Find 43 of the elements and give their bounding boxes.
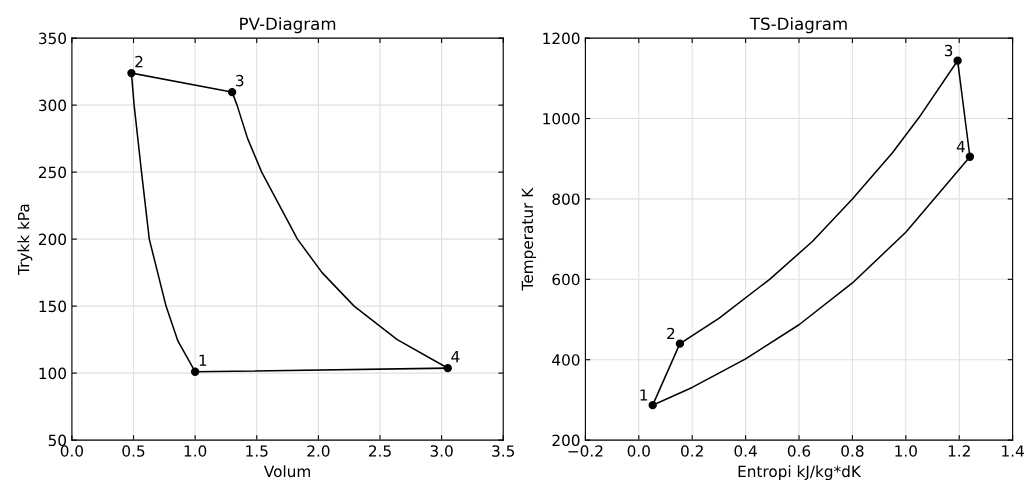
x-tick-label: 2.5 [368, 445, 391, 457]
y-tick-label: 150 [39, 300, 67, 313]
x-tick-label: 0.2 [681, 445, 703, 457]
x-tick-label: 1.2 [948, 445, 970, 457]
y-tick-label: 600 [552, 273, 580, 286]
x-tick-label: 0.5 [122, 445, 145, 457]
y-tick-label: 1200 [543, 32, 580, 45]
annotation: 3 [944, 44, 953, 57]
chart-title: PV-Diagram [240, 17, 336, 34]
annotation: 1 [640, 389, 648, 401]
y-tick-label: 200 [38, 233, 67, 246]
annotation: 4 [451, 351, 460, 363]
x-tick-label: 1.0 [895, 445, 917, 457]
x-tick-label: 0.0 [60, 445, 84, 457]
annotation: 2 [667, 327, 675, 340]
annotation: 3 [236, 74, 244, 87]
x-axis-title: Volum [263, 465, 310, 478]
y-axis-title: Temperatur K [521, 187, 537, 291]
y-tick-label: 400 [552, 354, 580, 366]
y-tick-label: 200 [552, 434, 580, 447]
y-tick-label: 300 [39, 99, 67, 112]
y-tick-label: 350 [39, 32, 67, 45]
x-tick-label: 0.0 [627, 445, 650, 457]
x-tick-label: 0.8 [841, 445, 864, 457]
x-tick-label: 0.6 [787, 445, 811, 457]
y-tick-label: 800 [552, 193, 580, 205]
x-tick-label: 3.5 [492, 445, 515, 457]
y-tick-label: 250 [38, 166, 67, 179]
annotation: 2 [135, 55, 143, 68]
x-tick-label: −0.2 [568, 445, 603, 457]
y-axis-title: Trykk kPa [17, 204, 33, 276]
x-tick-label: 1.5 [246, 445, 268, 457]
y-tick-label: 1000 [543, 113, 580, 125]
x-tick-label: 2.0 [307, 445, 330, 457]
y-tick-label: 100 [39, 367, 67, 380]
x-tick-label: 1.4 [1002, 445, 1024, 457]
annotation: 4 [956, 141, 965, 153]
x-tick-label: 3.0 [430, 445, 453, 457]
x-axis-title: Entropi kJ/kg*dK [738, 465, 862, 481]
chart-title: TS-Diagram [749, 17, 847, 34]
x-tick-label: 0.4 [734, 445, 757, 457]
x-tick-label: 1.0 [184, 445, 207, 457]
annotation: 1 [199, 354, 207, 366]
